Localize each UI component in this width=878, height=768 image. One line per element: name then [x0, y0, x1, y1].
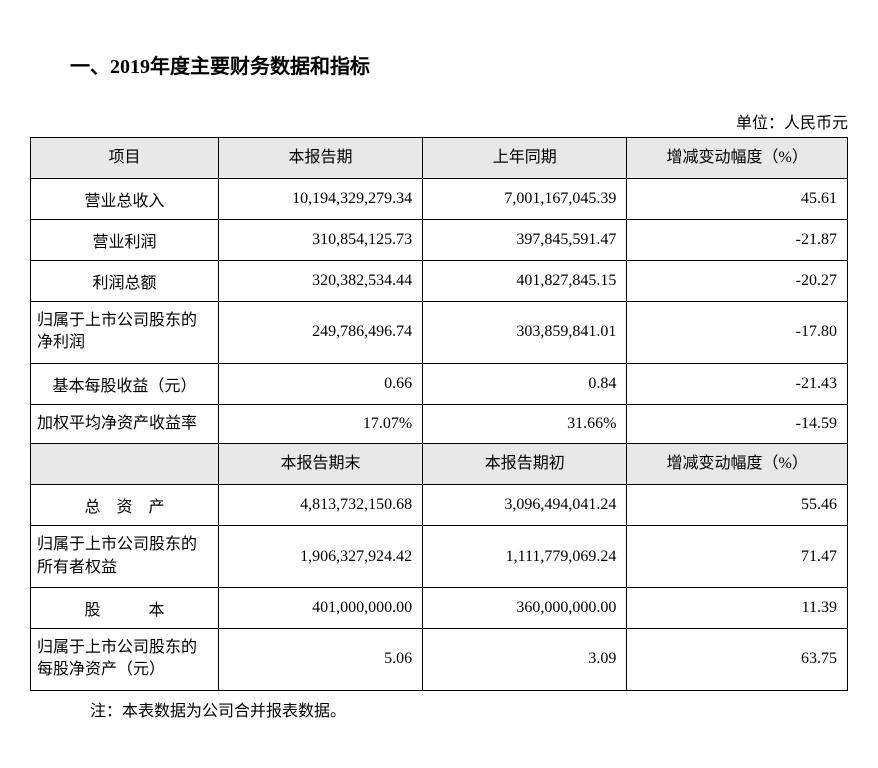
row-prior: 303,859,841.01: [423, 302, 627, 364]
table-row: 营业总收入 10,194,329,279.34 7,001,167,045.39…: [31, 179, 848, 220]
row-current: 10,194,329,279.34: [218, 179, 422, 220]
row-label: 加权平均净资产收益率: [31, 404, 219, 443]
row-prior: 3,096,494,041.24: [423, 485, 627, 526]
header-prior-mid: 本报告期初: [423, 444, 627, 485]
row-change: -21.43: [627, 363, 848, 404]
row-current: 4,813,732,150.68: [218, 485, 422, 526]
row-label: 利润总额: [31, 261, 219, 302]
row-current: 1,906,327,924.42: [218, 526, 422, 588]
row-change: 63.75: [627, 628, 848, 690]
row-prior: 1,111,779,069.24: [423, 526, 627, 588]
row-current: 310,854,125.73: [218, 220, 422, 261]
row-label: 营业利润: [31, 220, 219, 261]
row-current: 5.06: [218, 628, 422, 690]
row-change: -20.27: [627, 261, 848, 302]
row-current: 320,382,534.44: [218, 261, 422, 302]
row-current: 249,786,496.74: [218, 302, 422, 364]
table-row: 归属于上市公司股东的所有者权益 1,906,327,924.42 1,111,7…: [31, 526, 848, 588]
header-change-mid: 增减变动幅度（%）: [627, 444, 848, 485]
table-row: 归属于上市公司股东的每股净资产（元） 5.06 3.09 63.75: [31, 628, 848, 690]
row-change: -14.59: [627, 404, 848, 443]
row-prior: 3.09: [423, 628, 627, 690]
table-row: 利润总额 320,382,534.44 401,827,845.15 -20.2…: [31, 261, 848, 302]
table-row: 营业利润 310,854,125.73 397,845,591.47 -21.8…: [31, 220, 848, 261]
table-row: 加权平均净资产收益率 17.07% 31.66% -14.59: [31, 404, 848, 443]
row-change: -21.87: [627, 220, 848, 261]
table-row: 股 本 401,000,000.00 360,000,000.00 11.39: [31, 587, 848, 628]
row-prior: 31.66%: [423, 404, 627, 443]
table-row: 归属于上市公司股东的净利润 249,786,496.74 303,859,841…: [31, 302, 848, 364]
header-item-mid: [31, 444, 219, 485]
footnote: 注：本表数据为公司合并报表数据。: [30, 697, 848, 721]
page-title: 一、2019年度主要财务数据和指标: [30, 50, 848, 79]
row-label: 归属于上市公司股东的每股净资产（元）: [31, 628, 219, 690]
row-prior: 397,845,591.47: [423, 220, 627, 261]
header-change: 增减变动幅度（%）: [627, 138, 848, 179]
row-change: -17.80: [627, 302, 848, 364]
header-prior: 上年同期: [423, 138, 627, 179]
financial-table: 项目 本报告期 上年同期 增减变动幅度（%） 营业总收入 10,194,329,…: [30, 137, 848, 691]
row-prior: 0.84: [423, 363, 627, 404]
table-row: 总 资 产 4,813,732,150.68 3,096,494,041.24 …: [31, 485, 848, 526]
row-change: 71.47: [627, 526, 848, 588]
table-row: 基本每股收益（元） 0.66 0.84 -21.43: [31, 363, 848, 404]
table-header-mid: 本报告期末 本报告期初 增减变动幅度（%）: [31, 444, 848, 485]
row-change: 55.46: [627, 485, 848, 526]
row-prior: 7,001,167,045.39: [423, 179, 627, 220]
table-header-top: 项目 本报告期 上年同期 增减变动幅度（%）: [31, 138, 848, 179]
row-current: 17.07%: [218, 404, 422, 443]
header-current-mid: 本报告期末: [218, 444, 422, 485]
header-item: 项目: [31, 138, 219, 179]
row-label: 归属于上市公司股东的净利润: [31, 302, 219, 364]
row-current: 0.66: [218, 363, 422, 404]
row-current: 401,000,000.00: [218, 587, 422, 628]
row-change: 11.39: [627, 587, 848, 628]
row-label: 营业总收入: [31, 179, 219, 220]
row-label: 总 资 产: [31, 485, 219, 526]
row-label: 基本每股收益（元）: [31, 363, 219, 404]
header-current: 本报告期: [218, 138, 422, 179]
row-prior: 360,000,000.00: [423, 587, 627, 628]
row-prior: 401,827,845.15: [423, 261, 627, 302]
unit-label: 单位：人民币元: [30, 109, 848, 133]
row-label: 归属于上市公司股东的所有者权益: [31, 526, 219, 588]
row-change: 45.61: [627, 179, 848, 220]
row-label: 股 本: [31, 587, 219, 628]
